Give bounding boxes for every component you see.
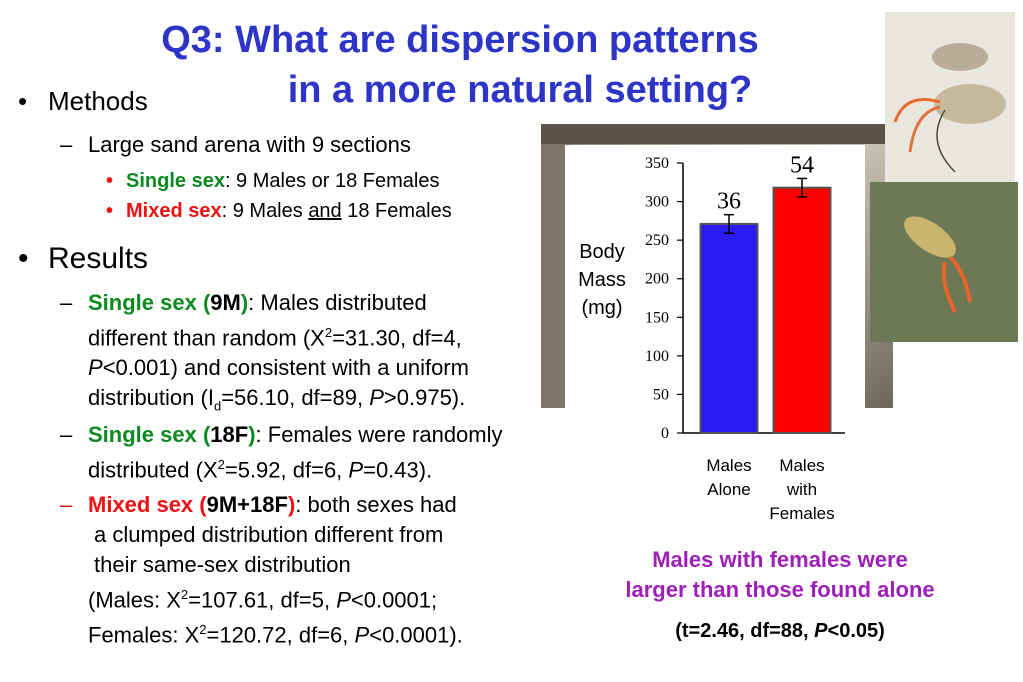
results-heading: Results <box>48 242 149 275</box>
x-category-label: Females <box>769 504 834 523</box>
title-line-2: in a more natural setting? <box>287 69 753 111</box>
sample-size-label: 36 <box>717 189 741 215</box>
y-axis-label: (mg) <box>581 297 622 319</box>
x-category-label: Alone <box>707 480 750 499</box>
methods-bullet: • Methods <box>18 86 148 117</box>
caption: Males with females were larger than thos… <box>625 547 935 602</box>
body-mass-chart: 0 50 100 150 200 250 300 350 Body Mass (mg) 36 Males… <box>565 145 865 530</box>
x-category-label: Males <box>779 456 824 475</box>
y-tick-label: 300 <box>645 194 669 211</box>
y-tick-label: 150 <box>645 309 669 326</box>
dash-icon: – <box>60 132 73 157</box>
dash-icon: – <box>60 492 73 517</box>
y-tick-label: 0 <box>661 425 669 442</box>
x-category-label: with <box>786 480 817 499</box>
y-tick-label: 350 <box>645 155 669 172</box>
y-axis-label: Body <box>579 241 625 263</box>
bullet-icon: • <box>106 200 114 222</box>
methods-single-sex: • Single sex: 9 Males or 18 Females <box>106 170 440 192</box>
bar-1 <box>699 222 759 434</box>
sample-size-label: 54 <box>790 152 814 178</box>
amphipod-photo-1 <box>885 12 1015 182</box>
results-bullet: • Results <box>18 242 148 276</box>
methods-heading: Methods <box>48 86 148 116</box>
amphipod-photo-2 <box>870 182 1018 342</box>
bullet-icon: • <box>18 86 28 116</box>
y-tick-label: 200 <box>645 271 669 288</box>
methods-mixed-sex: • Mixed sex: 9 Males and 18 Females <box>106 200 452 222</box>
result-mixed-sex: – Mixed sex (9M+18F): both sexes had a cl… <box>60 492 463 648</box>
y-axis-label: Mass <box>578 269 626 291</box>
y-tick-label: 100 <box>645 348 669 365</box>
result-single-males: – Single sex (9M): Males distributed diff… <box>60 290 469 414</box>
t-test-stat: (t=2.46, df=88, P<0.05) <box>675 620 885 642</box>
result-single-females: – Single sex (18F): Females were randomly… <box>60 422 503 483</box>
y-tick-label: 50 <box>653 386 669 403</box>
x-category-label: Males <box>706 456 751 475</box>
methods-arena: – Large sand arena with 9 sections <box>60 130 411 160</box>
bar-2 <box>772 186 832 434</box>
y-tick-label: 250 <box>645 232 669 249</box>
dash-icon: – <box>60 422 73 447</box>
dash-icon: – <box>60 290 73 315</box>
bullet-icon: • <box>106 170 114 192</box>
title-line-1: Q3: What are dispersion patterns <box>161 19 759 61</box>
bullet-icon: • <box>18 242 29 275</box>
